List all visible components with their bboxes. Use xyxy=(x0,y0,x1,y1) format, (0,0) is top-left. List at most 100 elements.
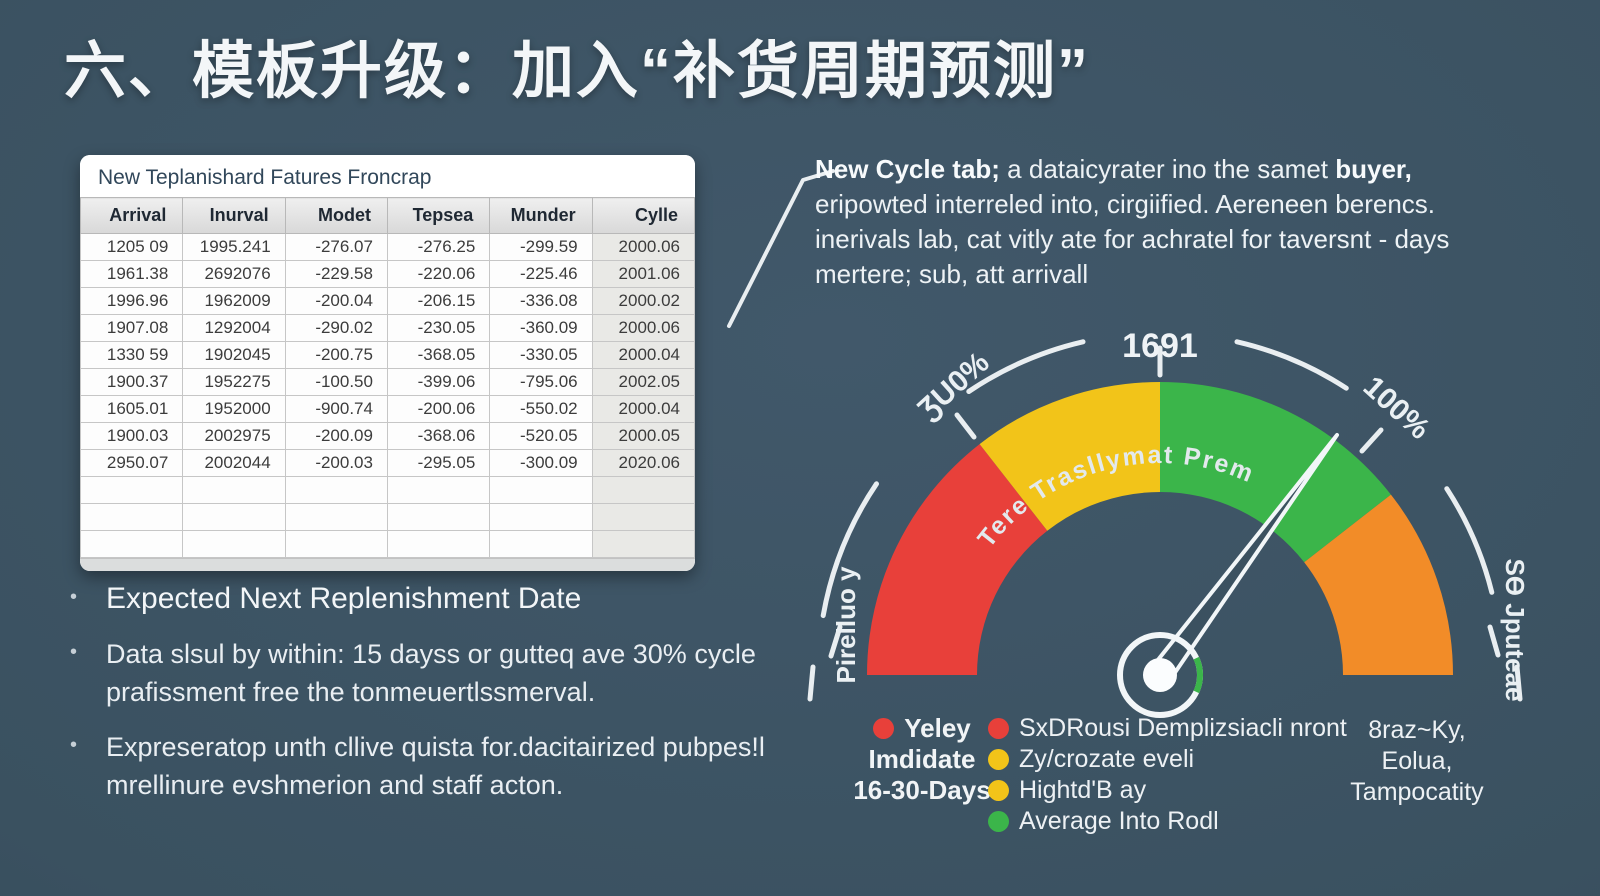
table-cell: 2000.06 xyxy=(591,314,695,342)
gauge-segment-red xyxy=(867,444,1048,675)
legend-right-label: Tampocatity xyxy=(1350,778,1484,806)
table-empty-row xyxy=(80,503,695,531)
table-cell: -229.58 xyxy=(284,260,388,288)
slide-title: 六、模板升级：加入“补货周期预测” xyxy=(64,37,1091,106)
table-cell: 1205 09 xyxy=(80,233,184,261)
table-empty-cell xyxy=(284,503,388,531)
table-empty-cell xyxy=(386,503,491,531)
table-empty-cell xyxy=(182,476,286,504)
table-cell: 1952000 xyxy=(182,395,286,423)
legend-left-label: Imdidate xyxy=(868,744,976,774)
table-row: 1900.37 1952275 -100.50 -399.06 -795.06 2002.… xyxy=(80,368,695,396)
gauge-label-upper-right: 100% xyxy=(1357,370,1436,446)
table-cell: 1902045 xyxy=(182,341,286,369)
bullet-text: Expected Next Replenishment Date xyxy=(106,582,582,615)
gauge-hub-green-arc xyxy=(1193,656,1203,694)
leader-polyline xyxy=(727,169,835,328)
table-cell: -200.06 xyxy=(386,395,491,423)
table-empty-cell xyxy=(591,530,695,558)
table-cell: -200.04 xyxy=(284,287,388,315)
table-cell: -225.46 xyxy=(489,260,593,288)
table-cell: 2020.06 xyxy=(591,449,695,477)
bullet-dot-icon: • xyxy=(70,641,78,663)
legend-item-label: Hightd'B ay xyxy=(1019,776,1147,804)
table-cell: -795.06 xyxy=(489,368,593,396)
table-cell: -520.05 xyxy=(489,422,593,450)
table-empty-cell xyxy=(489,476,593,504)
gauge-segment-green xyxy=(1160,382,1391,563)
table-cell: -230.05 xyxy=(386,314,491,342)
table-row: 2950.07 2002044 -200.03 -295.05 -300.09 2020.… xyxy=(80,449,695,477)
table-empty-cell xyxy=(284,476,388,504)
table-cell: 2692076 xyxy=(182,260,286,288)
legend-group-left: Yeley Imdidate 16-30-Days xyxy=(848,713,996,806)
gauge-label-top: 1691 xyxy=(1122,327,1198,365)
table-cell: 1900.03 xyxy=(80,422,184,450)
legend-item-label: SxDRousi Demplizsiacli nront xyxy=(1019,714,1347,742)
column-header: Modet xyxy=(284,197,388,234)
legend-item-label: Zy/crozate eveli xyxy=(1019,745,1195,773)
column-header: Inurval xyxy=(182,197,286,234)
table-empty-cell xyxy=(591,476,695,504)
table-empty-cell xyxy=(386,476,491,504)
table-cell: -200.09 xyxy=(284,422,388,450)
bullet-list: • Expected Next Replenishment Date • Data s… xyxy=(70,580,765,821)
table-empty-cell xyxy=(489,503,593,531)
legend-item-label: Average Into Rodl xyxy=(1019,807,1219,835)
gauge-segment-yellow xyxy=(979,382,1160,531)
table-cell: -295.05 xyxy=(386,449,491,477)
table-cell: 1952275 xyxy=(182,368,286,396)
legend-left-label: 16-30-Days xyxy=(853,775,991,805)
bullet-text: Expreseratop unth cllive quista for.daci… xyxy=(106,732,765,800)
legend-dot-icon xyxy=(988,780,1009,801)
annotation-text-b: eripowted interreled into, cirgiified. A… xyxy=(815,189,1450,289)
table-empty-row xyxy=(80,530,695,558)
bullet-dot-icon: • xyxy=(70,734,78,756)
legend-dot-icon xyxy=(988,811,1009,832)
table-cell: 1995.241 xyxy=(182,233,286,261)
table-cell: -220.06 xyxy=(386,260,491,288)
table-empty-cell xyxy=(591,503,695,531)
table-empty-cell xyxy=(80,503,184,531)
table-cell: -399.06 xyxy=(386,368,491,396)
annotation-bold-lead: New Cycle tab; xyxy=(815,154,1000,184)
table-cell: -900.74 xyxy=(284,395,388,423)
table-cell: 2000.05 xyxy=(591,422,695,450)
table-row: 1330 59 1902045 -200.75 -368.05 -330.05 2000.… xyxy=(80,341,695,369)
table-empty-cell xyxy=(80,476,184,504)
annotation-paragraph: New Cycle tab; a dataicyrater ino the sa… xyxy=(815,152,1521,292)
table-cell: -200.75 xyxy=(284,341,388,369)
legend-dot-icon xyxy=(988,749,1009,770)
table-cell: 2002044 xyxy=(182,449,286,477)
table-title: New Teplanishard Fatures Froncrap xyxy=(80,155,695,197)
table-cell: 2002.05 xyxy=(591,368,695,396)
legend-dot-icon xyxy=(988,718,1009,739)
legend-item: Average Into Rodl xyxy=(988,806,1347,837)
table-cell: -368.06 xyxy=(386,422,491,450)
bullet-dot-icon: • xyxy=(70,586,78,608)
replenishment-table-card: New Teplanishard Fatures Froncrap Arriva… xyxy=(80,155,695,571)
table-cell: -330.05 xyxy=(489,341,593,369)
table-body: 1205 09 1995.241 -276.07 -276.25 -299.59 2000… xyxy=(80,233,695,558)
bullet-text: Data slsul by within: 15 dayss or gutteq… xyxy=(106,639,756,707)
legend-item: SxDRousi Demplizsiacli nront xyxy=(988,713,1347,744)
table-cell: 1330 59 xyxy=(80,341,184,369)
legend-group-right: 8raz~Ky, Eolua, Tampocatity xyxy=(1332,715,1502,808)
table-row: 1907.08 1292004 -290.02 -230.05 -360.09 2000.… xyxy=(80,314,695,342)
table-cell: 2950.07 xyxy=(80,449,184,477)
table-row: 1900.03 2002975 -200.09 -368.06 -520.05 2000.… xyxy=(80,422,695,450)
table-cell: 1605.01 xyxy=(80,395,184,423)
table-empty-cell xyxy=(182,530,286,558)
table-cell: -276.25 xyxy=(386,233,491,261)
table-cell: 1900.37 xyxy=(80,368,184,396)
table-cell: -206.15 xyxy=(386,287,491,315)
column-header: Tepsea xyxy=(386,197,491,234)
legend-red-dot-icon xyxy=(873,718,895,739)
table-cell: 1907.08 xyxy=(80,314,184,342)
replenishment-table: Arrival Inurval Modet Tepsea Munder Cylle 120… xyxy=(80,197,695,558)
bullet-item: • Expected Next Replenishment Date xyxy=(70,580,765,618)
gauge-outer-arc xyxy=(820,339,1495,619)
table-cell: -300.09 xyxy=(489,449,593,477)
table-empty-cell xyxy=(386,530,491,558)
